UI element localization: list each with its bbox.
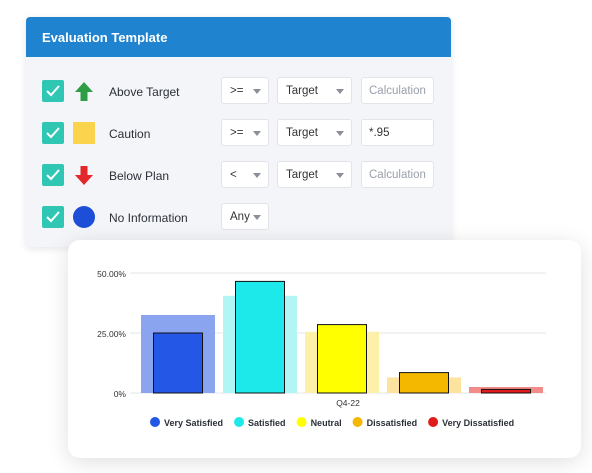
data-bar [317, 324, 367, 394]
chevron-down-icon [253, 89, 261, 94]
checkmark-icon [46, 85, 60, 97]
below-plan-checkbox[interactable] [42, 164, 64, 186]
panel-header: Evaluation Template [26, 17, 451, 57]
above-target-checkbox[interactable] [42, 80, 64, 102]
y-tick-label: 0% [114, 389, 127, 399]
calculation-input[interactable]: Calculation [361, 77, 434, 104]
x-tick-label: Q4-22 [336, 398, 360, 408]
legend-label: Neutral [311, 418, 342, 428]
rule-row-below-plan: Below Plan < Target Calculation [26, 161, 451, 191]
rule-row-above-target: Above Target >= Target Calculation [26, 77, 451, 107]
reference-select[interactable]: Target [277, 161, 352, 188]
panel-title: Evaluation Template [42, 29, 168, 45]
legend-swatch [428, 417, 439, 427]
operator-select[interactable]: < [221, 161, 269, 188]
arrow-down-icon [75, 166, 93, 185]
chevron-down-icon [253, 131, 261, 136]
operator-value: >= [230, 85, 244, 97]
reference-select[interactable]: Target [277, 77, 352, 104]
data-bar [399, 372, 449, 394]
arrow-up-icon [75, 82, 93, 101]
y-tick-label: 25.00% [97, 329, 126, 339]
calculation-placeholder: Calculation [369, 85, 426, 97]
operator-value: >= [230, 127, 244, 139]
legend-label: Satisfied [248, 418, 286, 428]
checkmark-icon [46, 127, 60, 139]
checkmark-icon [46, 169, 60, 181]
square-icon [73, 122, 95, 144]
rule-label: No Information [109, 211, 188, 225]
chevron-down-icon [336, 89, 344, 94]
chevron-down-icon [253, 215, 261, 220]
caution-checkbox[interactable] [42, 122, 64, 144]
operator-select[interactable]: Any [221, 203, 269, 230]
legend-label: Very Dissatisfied [442, 418, 514, 428]
rule-row-no-information: No Information Any [26, 203, 451, 233]
legend-swatch [296, 417, 307, 427]
no-information-checkbox[interactable] [42, 206, 64, 228]
calculation-value: *.95 [369, 127, 390, 139]
circle-icon [73, 206, 95, 228]
chevron-down-icon [336, 131, 344, 136]
legend-label: Dissatisfied [367, 418, 418, 428]
reference-value: Target [286, 85, 318, 97]
rule-row-caution: Caution >= Target *.95 [26, 119, 451, 149]
operator-select[interactable]: >= [221, 77, 269, 104]
legend-label: Very Satisfied [164, 418, 223, 428]
rule-label: Above Target [109, 85, 180, 99]
calculation-input[interactable]: Calculation [361, 161, 434, 188]
reference-value: Target [286, 169, 318, 181]
chevron-down-icon [253, 173, 261, 178]
evaluation-template-panel: Evaluation Template Above Target >= Targ… [26, 17, 451, 247]
calculation-input[interactable]: *.95 [361, 119, 434, 146]
chevron-down-icon [336, 173, 344, 178]
rule-label: Below Plan [109, 169, 170, 183]
data-bar [481, 388, 531, 394]
chart-card: 0% 25.00% 50.00% Q4-22 Very Satisfied Satisf… [68, 240, 581, 458]
operator-value: < [230, 169, 237, 181]
checkmark-icon [46, 211, 60, 223]
data-bar [153, 332, 203, 394]
bar-chart: 0% 25.00% 50.00% Q4-22 Very Satisfied Satisf… [97, 269, 546, 428]
legend-swatch [234, 417, 245, 427]
operator-value: Any [230, 211, 250, 223]
reference-select[interactable]: Target [277, 119, 352, 146]
data-bar [235, 280, 285, 394]
rule-label: Caution [109, 127, 151, 141]
legend-swatch [352, 417, 363, 427]
operator-select[interactable]: >= [221, 119, 269, 146]
legend-swatch [150, 417, 160, 427]
calculation-placeholder: Calculation [369, 169, 426, 181]
reference-value: Target [286, 127, 318, 139]
y-tick-label: 50.00% [97, 269, 126, 279]
